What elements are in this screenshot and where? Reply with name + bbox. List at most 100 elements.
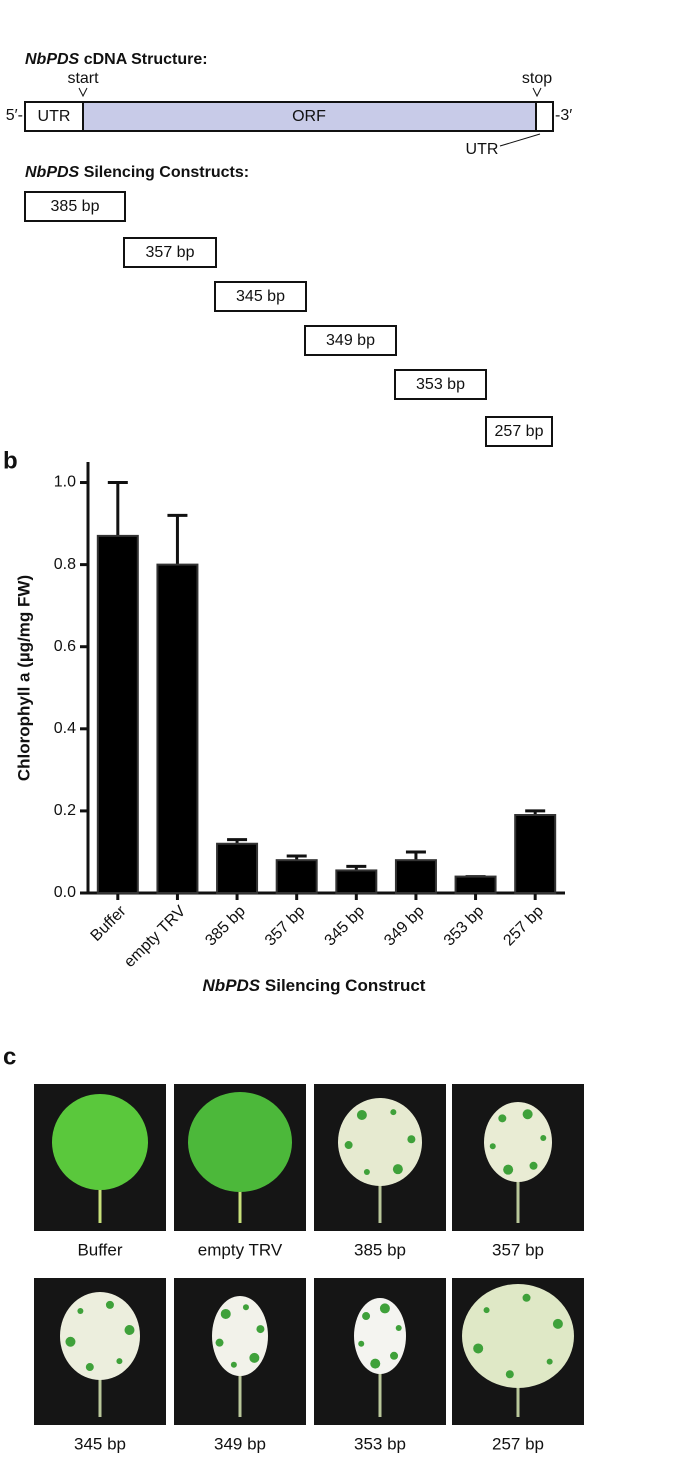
leaf-spot bbox=[546, 1358, 553, 1365]
leaf-spot bbox=[105, 1300, 114, 1309]
y-tick-label: 0.8 bbox=[54, 556, 76, 573]
heading-italic: NbPDS bbox=[25, 164, 80, 181]
photo-caption: 349 bp bbox=[214, 1434, 266, 1453]
photo-caption: empty TRV bbox=[198, 1240, 283, 1259]
leaf-spot bbox=[356, 1109, 367, 1120]
panel-label: c bbox=[3, 1043, 16, 1070]
leaf bbox=[462, 1284, 574, 1388]
y-axis-label: Chlorophyll a (µg/mg FW) bbox=[14, 575, 33, 781]
bar bbox=[335, 869, 378, 895]
leaf-spot bbox=[498, 1114, 507, 1123]
x-tick-label: Buffer bbox=[88, 902, 130, 944]
leaf bbox=[52, 1094, 148, 1190]
leaf-spot bbox=[503, 1164, 514, 1175]
orf-label: ORF bbox=[292, 108, 326, 125]
construct-box bbox=[485, 416, 553, 447]
leaf-spot bbox=[522, 1109, 533, 1120]
x-axis-label: NbPDS Silencing Construct bbox=[203, 976, 426, 995]
leaf-spot bbox=[529, 1161, 538, 1170]
structure-heading: NbPDS cDNA Structure: bbox=[25, 51, 208, 68]
leaf bbox=[484, 1102, 552, 1182]
construct-box bbox=[123, 237, 217, 268]
leaf-spot bbox=[395, 1325, 402, 1332]
utr-box bbox=[535, 101, 554, 132]
y-tick-label: 1.0 bbox=[54, 474, 76, 491]
leaf bbox=[212, 1296, 268, 1376]
leaf-spot bbox=[256, 1325, 265, 1334]
x-tick-label: 385 bp bbox=[202, 903, 249, 950]
leaf-spot bbox=[344, 1141, 353, 1150]
leaf-spot bbox=[124, 1324, 135, 1335]
start-caret bbox=[78, 87, 88, 98]
panel-label: b bbox=[3, 447, 18, 474]
leaf-spot bbox=[390, 1109, 397, 1116]
label-italic: NbPDS bbox=[203, 976, 261, 995]
construct-label: 345 bp bbox=[236, 288, 285, 305]
photo-caption: 257 bp bbox=[492, 1434, 544, 1453]
construct-label: 353 bp bbox=[416, 376, 465, 393]
y-tick-label: 0.4 bbox=[54, 720, 76, 737]
bar bbox=[156, 563, 199, 894]
heading-rest: Silencing Constructs: bbox=[84, 164, 249, 181]
start-label: start bbox=[67, 70, 99, 87]
photo-caption: 385 bp bbox=[354, 1240, 406, 1259]
heading-italic: NbPDS bbox=[25, 51, 80, 68]
photo-caption: 357 bp bbox=[492, 1240, 544, 1259]
construct-label: 349 bp bbox=[326, 332, 375, 349]
leaf-spot bbox=[215, 1338, 224, 1347]
x-tick-label: 257 bp bbox=[500, 903, 547, 950]
bar bbox=[514, 814, 557, 894]
leaf-spot bbox=[473, 1343, 484, 1354]
construct-label: 357 bp bbox=[146, 244, 195, 261]
stop-label: stop bbox=[522, 70, 552, 87]
leaf-spot bbox=[522, 1293, 531, 1302]
photo-grid: Buffer empty TRV 385 bp 357 bp 345 bp 349 bp 3… bbox=[34, 1084, 584, 1453]
leaf-spot bbox=[242, 1304, 249, 1311]
leaf-spot bbox=[390, 1351, 399, 1360]
utr-box bbox=[24, 101, 84, 132]
heading-rest: cDNA Structure: bbox=[84, 51, 208, 68]
construct-label: 385 bp bbox=[51, 198, 100, 215]
utr-pointer bbox=[499, 133, 541, 147]
three-prime: -3′ bbox=[555, 107, 572, 124]
construct-box bbox=[394, 369, 487, 400]
y-tick-label: 0.6 bbox=[54, 638, 76, 655]
leaf-spot bbox=[116, 1358, 123, 1365]
leaf-spot bbox=[362, 1312, 371, 1321]
bar bbox=[96, 534, 139, 895]
leaf-spot bbox=[489, 1143, 496, 1150]
label-rest: Silencing Construct bbox=[265, 976, 426, 995]
photo-caption: Buffer bbox=[77, 1240, 122, 1259]
bar bbox=[394, 859, 437, 895]
y-tick-label: 0.2 bbox=[54, 802, 76, 819]
orf-box bbox=[82, 101, 537, 132]
x-tick-label: empty TRV bbox=[121, 903, 189, 971]
leaf-spot bbox=[230, 1361, 237, 1368]
photo-caption: 353 bp bbox=[354, 1434, 406, 1453]
x-tick-label: 357 bp bbox=[262, 903, 309, 950]
construct-box bbox=[304, 325, 397, 356]
y-tick-label: 0.0 bbox=[54, 884, 76, 901]
constructs-heading: NbPDS Silencing Constructs: bbox=[25, 164, 249, 181]
photo-caption: 345 bp bbox=[74, 1434, 126, 1453]
leaf-spot bbox=[65, 1336, 76, 1347]
construct-label: 257 bp bbox=[495, 423, 544, 440]
leaf-spot bbox=[483, 1307, 490, 1314]
leaf-spot bbox=[505, 1370, 514, 1379]
utr-label: UTR bbox=[38, 108, 71, 125]
leaf-spot bbox=[392, 1164, 403, 1175]
leaf-spot bbox=[85, 1363, 94, 1372]
construct-box bbox=[214, 281, 307, 312]
bar bbox=[454, 875, 497, 894]
construct-box bbox=[24, 191, 126, 222]
leaf-spot bbox=[249, 1352, 260, 1363]
leaf-spot bbox=[552, 1318, 563, 1329]
leaf-spot bbox=[540, 1135, 547, 1142]
leaf-spot bbox=[358, 1340, 365, 1347]
x-tick-label: 345 bp bbox=[321, 903, 368, 950]
leaf-spot bbox=[220, 1308, 231, 1319]
x-tick-label: 349 bp bbox=[381, 903, 428, 950]
constructs: 385 bp 357 bp 345 bp 349 bp 353 bp 257 bp bbox=[24, 191, 553, 447]
